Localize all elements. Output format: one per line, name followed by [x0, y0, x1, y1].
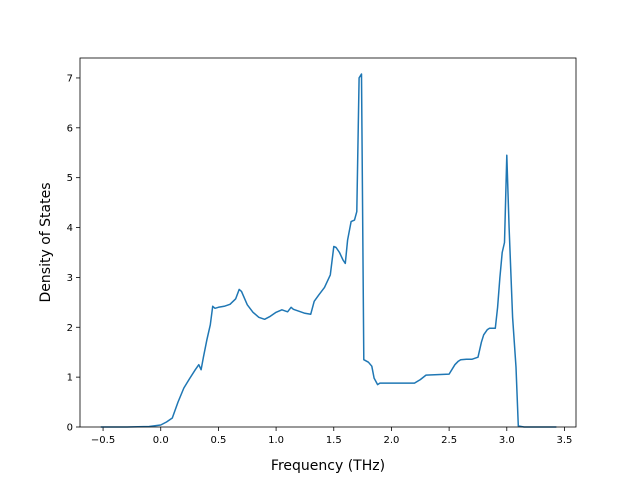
- x-tick-label: 0.5: [210, 435, 226, 446]
- x-tick-label: 2.5: [441, 435, 457, 446]
- y-axis-label: Density of States: [38, 183, 54, 303]
- x-tick-label: 3.0: [499, 435, 515, 446]
- dos-series-line: [100, 73, 557, 428]
- y-tick-label: 5: [67, 173, 73, 184]
- y-tick-label: 2: [67, 323, 73, 334]
- x-tick-label: 1.5: [326, 435, 342, 446]
- x-tick-label: −0.5: [91, 435, 115, 446]
- y-tick-label: 0: [67, 423, 73, 434]
- y-axis-ticks: 0 1 2 3 4 5 6 7: [67, 73, 80, 434]
- x-tick-label: 1.0: [268, 435, 284, 446]
- y-tick-label: 3: [67, 273, 73, 284]
- x-tick-label: 3.5: [557, 435, 573, 446]
- x-tick-label: 2.0: [383, 435, 399, 446]
- y-tick-label: 6: [67, 123, 73, 134]
- x-axis-label: Frequency (THz): [271, 458, 385, 474]
- x-axis-ticks: −0.5 0.0 0.5 1.0 1.5 2.0 2.5 3.0 3.5: [91, 427, 572, 446]
- y-tick-label: 1: [67, 373, 73, 384]
- x-tick-label: 0.0: [153, 435, 169, 446]
- y-tick-label: 4: [67, 223, 73, 234]
- plot-frame: [79, 57, 577, 428]
- y-tick-label: 7: [67, 73, 73, 84]
